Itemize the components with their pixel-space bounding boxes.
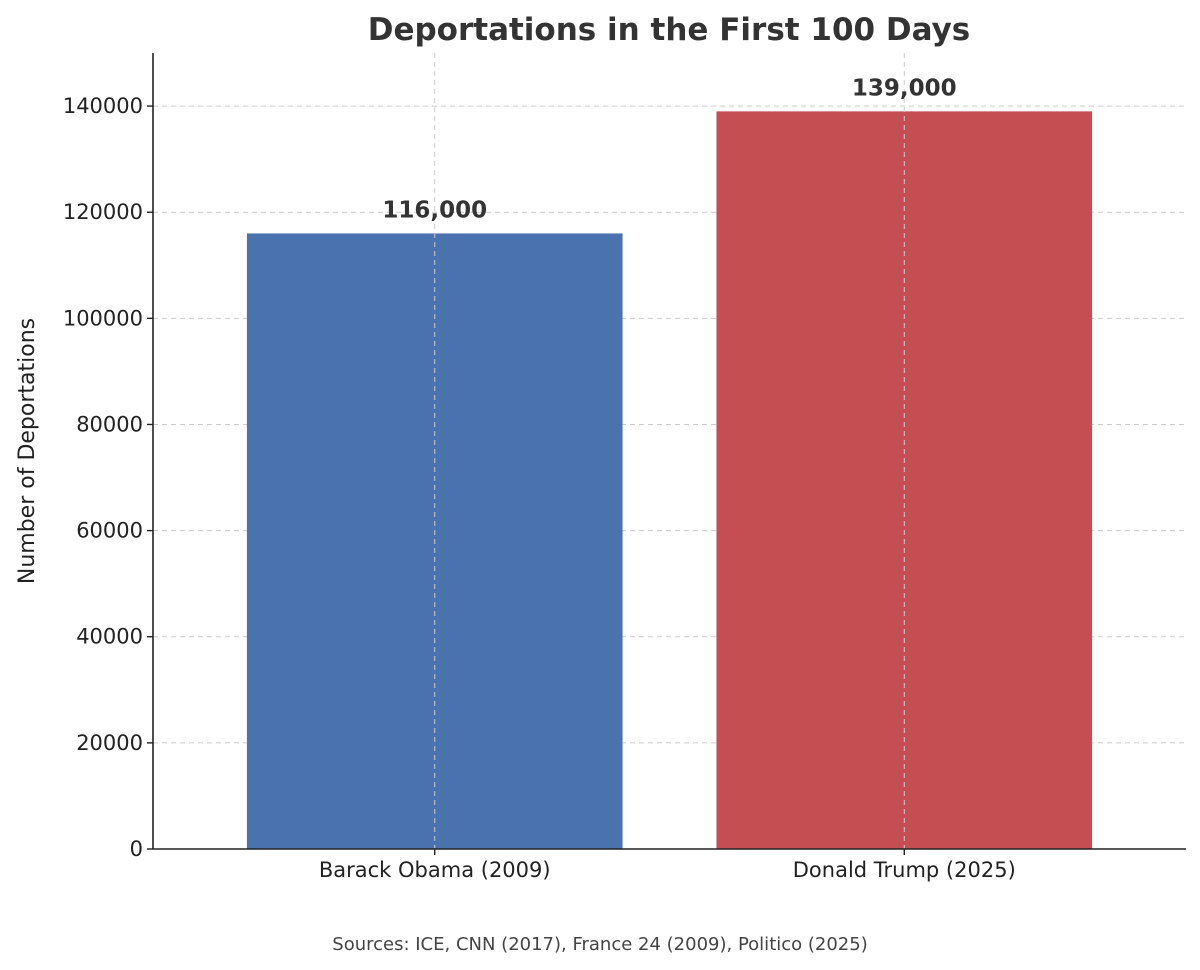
y-tick-label: 140000 xyxy=(63,94,143,118)
y-tick-label: 120000 xyxy=(63,200,143,224)
y-tick-label: 100000 xyxy=(63,306,143,330)
x-tick-label: Barack Obama (2009) xyxy=(319,858,551,882)
sources-note: Sources: ICE, CNN (2017), France 24 (200… xyxy=(332,934,867,955)
axes xyxy=(152,53,1186,850)
vertical-grid-lines xyxy=(434,53,905,849)
bar-value-label: 139,000 xyxy=(852,75,957,101)
x-tick-label: Donald Trump (2025) xyxy=(793,858,1016,882)
y-axis-label: Number of Deportations xyxy=(15,318,40,584)
y-tick-label: 40000 xyxy=(76,625,143,649)
x-tick-labels: Barack Obama (2009) Donald Trump (2025) xyxy=(319,849,1016,882)
y-tick-labels: 0 20000 40000 60000 80000 100000 120000 140000 xyxy=(63,94,153,861)
y-tick-label: 60000 xyxy=(76,519,143,543)
bar-value-label: 116,000 xyxy=(382,197,487,223)
y-tick-label: 20000 xyxy=(76,731,143,755)
y-tick-label: 0 xyxy=(130,837,143,861)
y-tick-label: 80000 xyxy=(76,412,143,436)
chart-title: Deportations in the First 100 Days xyxy=(368,12,971,48)
value-labels: 116,000 139,000 xyxy=(382,75,956,223)
bars xyxy=(246,111,1093,850)
